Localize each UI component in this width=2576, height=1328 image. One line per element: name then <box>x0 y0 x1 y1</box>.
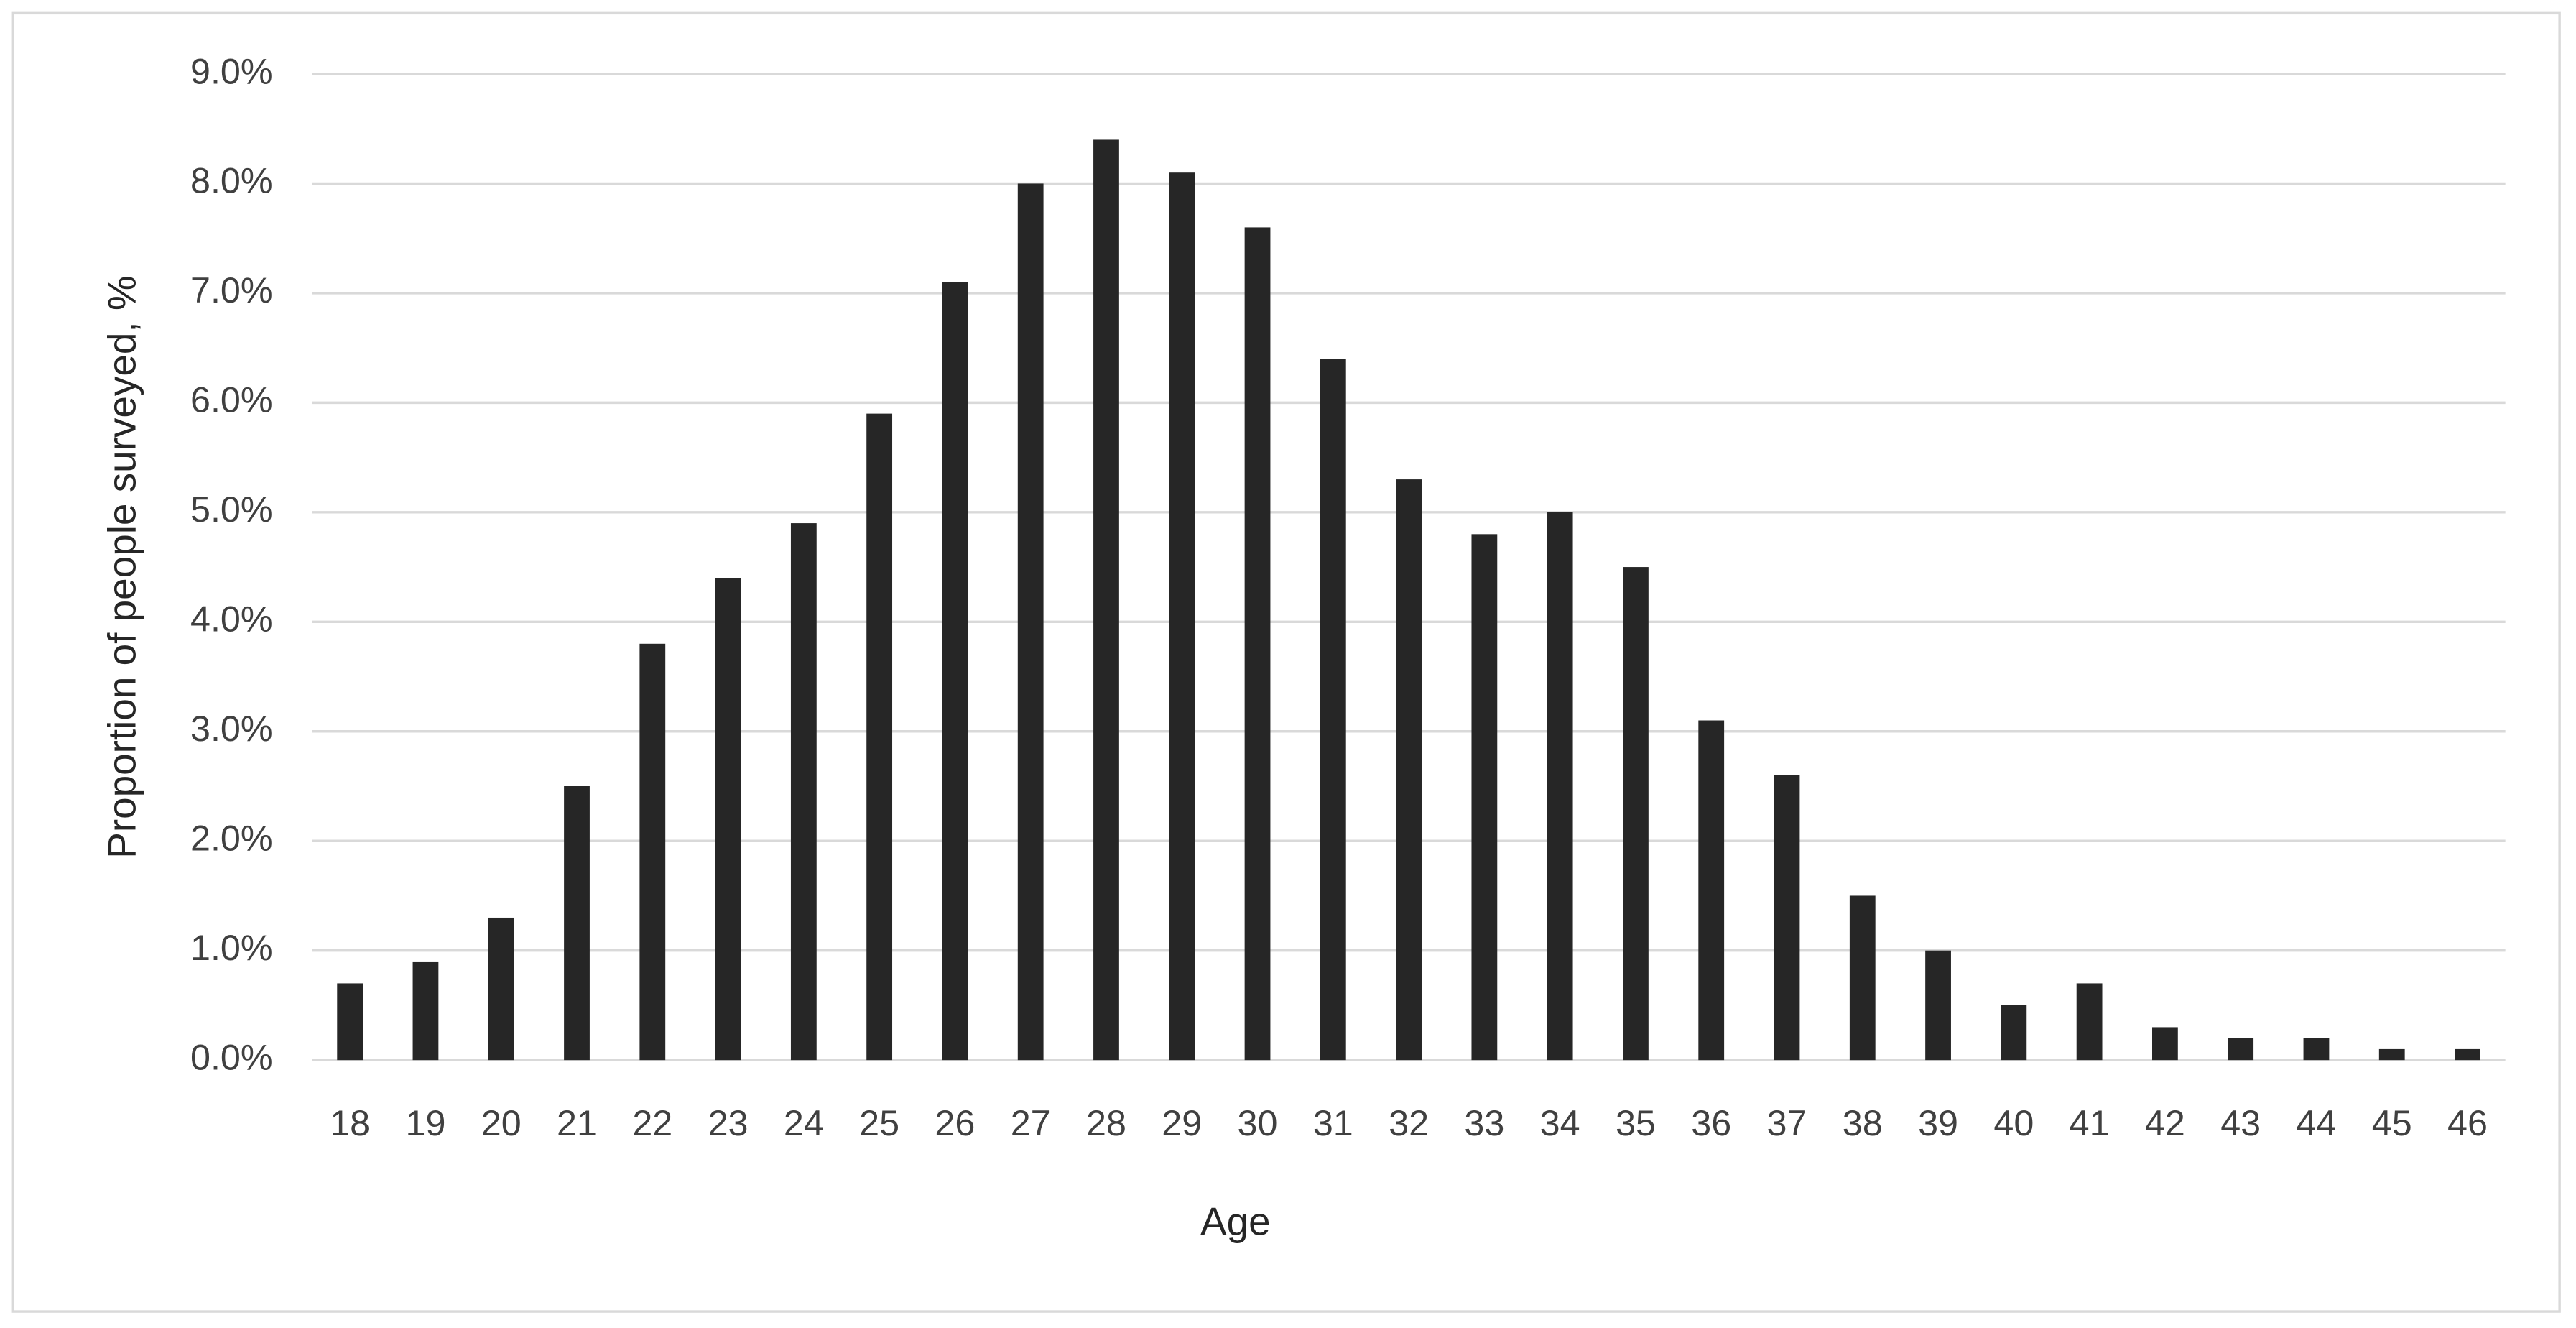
y-axis-title: Proportion of people surveyed, % <box>99 275 144 858</box>
bar <box>1925 950 1951 1061</box>
bar <box>2152 1027 2178 1061</box>
bar <box>1320 359 1346 1061</box>
x-tick-label: 24 <box>784 1102 824 1143</box>
x-tick-label: 41 <box>2070 1102 2110 1143</box>
x-tick-label: 44 <box>2296 1102 2336 1143</box>
x-tick-label: 39 <box>1918 1102 1958 1143</box>
x-tick-label: 34 <box>1540 1102 1580 1143</box>
bar <box>866 413 893 1061</box>
y-tick-label: 9.0% <box>190 50 273 91</box>
bar <box>1774 775 1800 1061</box>
bar <box>1849 895 1876 1061</box>
x-tick-label: 36 <box>1691 1102 1731 1143</box>
bar <box>1396 479 1422 1061</box>
bar <box>2076 983 2103 1061</box>
x-tick-label: 40 <box>1993 1102 2034 1143</box>
y-tick-label: 7.0% <box>190 269 273 310</box>
x-tick-label: 28 <box>1086 1102 1126 1143</box>
y-tick-label: 3.0% <box>190 708 273 749</box>
x-tick-label: 32 <box>1389 1102 1429 1143</box>
y-tick-label: 8.0% <box>190 160 273 201</box>
x-tick-label: 35 <box>1616 1102 1656 1143</box>
x-tick-label: 31 <box>1313 1102 1353 1143</box>
bar <box>639 643 666 1061</box>
y-tick-label: 5.0% <box>190 489 273 530</box>
x-tick-label: 37 <box>1767 1102 1807 1143</box>
bar <box>942 282 968 1061</box>
x-tick-label: 23 <box>708 1102 749 1143</box>
x-tick-label: 26 <box>935 1102 975 1143</box>
x-tick-label: 25 <box>859 1102 899 1143</box>
bar <box>488 917 514 1061</box>
y-tick-label: 4.0% <box>190 599 273 640</box>
bar <box>2303 1038 2330 1061</box>
x-tick-label: 38 <box>1843 1102 1883 1143</box>
x-tick-label: 30 <box>1238 1102 1278 1143</box>
x-tick-label: 45 <box>2372 1102 2412 1143</box>
x-tick-label: 33 <box>1464 1102 1504 1143</box>
x-tick-label: 46 <box>2447 1102 2488 1143</box>
bar <box>790 523 817 1061</box>
x-tick-label: 27 <box>1011 1102 1051 1143</box>
y-tick-label: 2.0% <box>190 818 273 859</box>
bar <box>337 983 363 1061</box>
bar <box>1017 183 1044 1061</box>
x-tick-label: 29 <box>1162 1102 1202 1143</box>
bar <box>564 785 590 1061</box>
x-tick-label: 22 <box>632 1102 672 1143</box>
bar <box>2228 1038 2254 1061</box>
bar <box>1093 139 1119 1061</box>
bar <box>2455 1048 2480 1061</box>
bar <box>715 578 741 1061</box>
bar <box>2378 1048 2405 1061</box>
y-tick-label: 6.0% <box>190 379 273 420</box>
bar <box>1698 720 1725 1061</box>
x-tick-label: 42 <box>2145 1102 2185 1143</box>
y-tick-label: 0.0% <box>190 1036 273 1077</box>
x-tick-label: 43 <box>2220 1102 2261 1143</box>
bar <box>412 961 439 1061</box>
bar <box>2001 1005 2027 1061</box>
bar <box>1547 512 1573 1061</box>
bar <box>1471 534 1498 1061</box>
bar <box>1169 172 1195 1061</box>
bar <box>1623 567 1649 1061</box>
y-tick-label: 1.0% <box>190 927 273 968</box>
chart-frame <box>11 11 2561 1313</box>
x-tick-label: 20 <box>481 1102 522 1143</box>
x-axis-title: Age <box>1200 1199 1271 1243</box>
x-tick-label: 21 <box>557 1102 597 1143</box>
x-tick-label: 19 <box>405 1102 445 1143</box>
x-tick-label: 18 <box>330 1102 370 1143</box>
bar <box>1244 227 1271 1061</box>
